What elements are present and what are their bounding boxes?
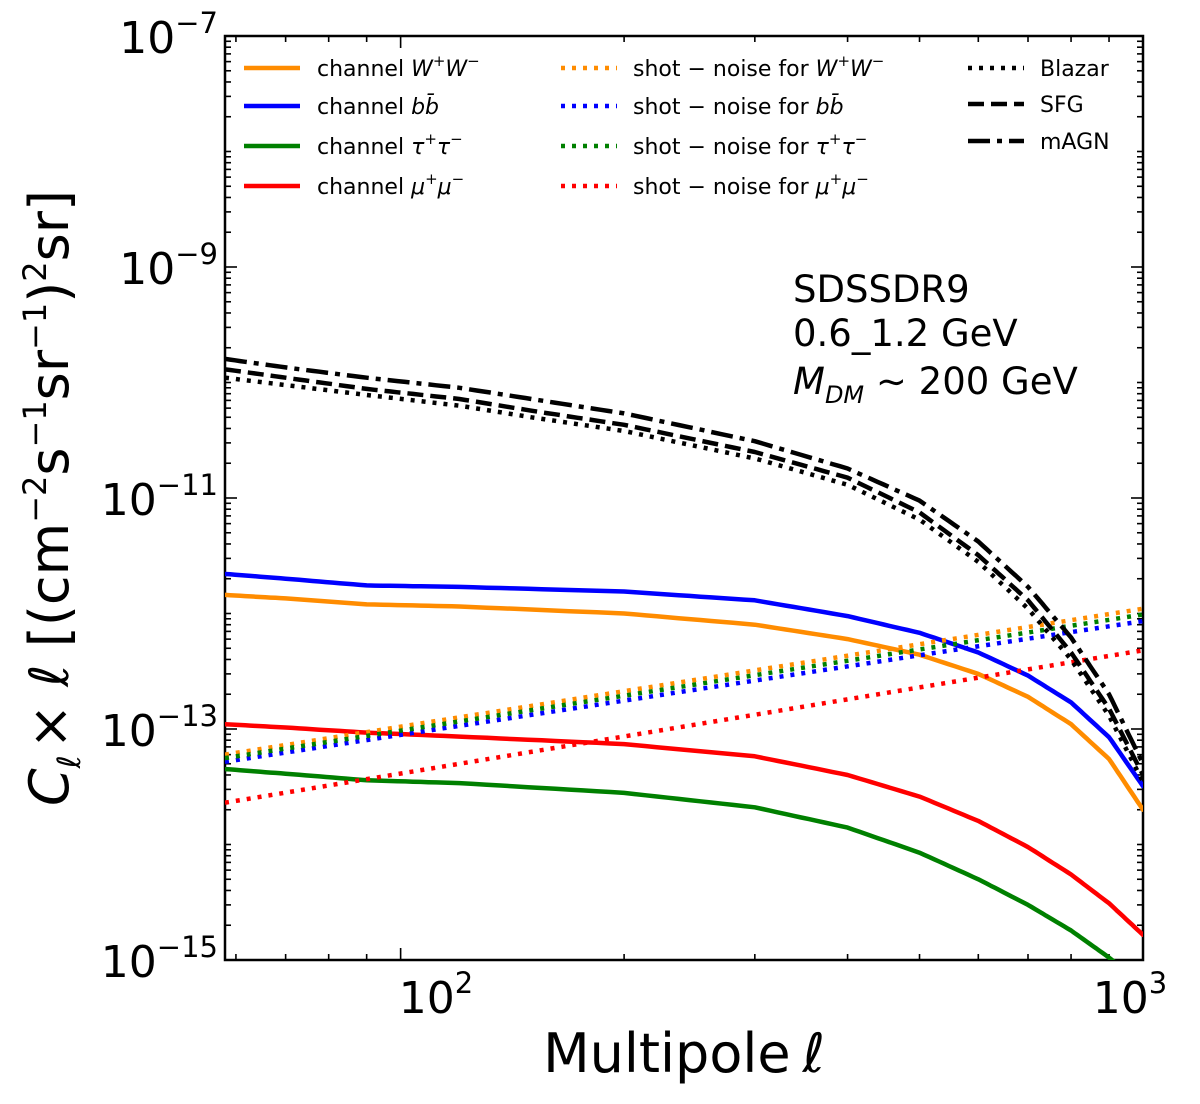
legend-label-shot-bb: shot − noise for bb̄: [633, 94, 844, 120]
tick-marks: [225, 35, 1144, 961]
annotation-line-2: 0.6_1.2 GeV: [793, 312, 1018, 355]
x-tick-label-100: 102: [399, 966, 473, 1024]
legend-label-shot-ww: shot − noise for W+W−: [633, 52, 884, 82]
legend-entry-ww: channel W+W−: [244, 52, 480, 82]
legend-entry-magn: mAGN: [968, 130, 1110, 155]
series-line-5: [225, 618, 1143, 765]
legend-label-shot-tautau: shot − noise for τ+τ−: [633, 130, 867, 160]
x-tick-labels: 102 103: [399, 966, 1167, 1024]
series-line-3: [225, 721, 1143, 938]
legend-entry-shot-ww: shot − noise for W+W−: [561, 52, 884, 82]
series-line-10: [225, 356, 1143, 765]
x-axis-title: Multipole ℓ: [543, 1022, 825, 1085]
legend-entry-shot-bb: shot − noise for bb̄: [561, 94, 844, 120]
legend: channel W+W− channel bb̄ channel τ+τ− ch…: [244, 52, 1110, 200]
legend-label-magn: mAGN: [1040, 130, 1110, 155]
legend-label-mumu: channel μ+μ−: [317, 170, 464, 200]
annotation-line-3: MDM ∼ 200 GeV: [793, 360, 1078, 409]
legend-entry-tautau: channel τ+τ−: [244, 130, 463, 160]
y-axis-title: Cℓ× ℓ [(cm−2s−1sr−1)2sr]: [16, 190, 88, 806]
y-tick-label-1e-13: 10−13: [101, 699, 218, 757]
series-line-0: [225, 592, 1143, 812]
series-line-4: [225, 606, 1143, 757]
legend-label-shot-mumu: shot − noise for μ+μ−: [633, 170, 869, 200]
legend-label-blazar: Blazar: [1040, 57, 1110, 82]
annotation-line-1: SDSSDR9: [793, 268, 970, 311]
y-tick-label-1e-15: 10−15: [101, 930, 218, 988]
x-tick-label-1000: 103: [1093, 966, 1167, 1024]
legend-entry-blazar: Blazar: [968, 57, 1110, 82]
y-tick-label-1e-11: 10−11: [101, 468, 218, 526]
series-line-8: [225, 375, 1143, 783]
legend-entry-sfg: SFG: [968, 93, 1084, 118]
legend-entry-bb: channel bb̄: [244, 94, 439, 120]
y-tick-label-1e-9: 10−9: [119, 237, 218, 295]
legend-label-tautau: channel τ+τ−: [317, 130, 463, 160]
series-line-6: [225, 612, 1143, 761]
series-line-1: [225, 571, 1143, 789]
series-line-9: [225, 367, 1143, 777]
legend-label-sfg: SFG: [1040, 93, 1084, 118]
legend-label-ww: channel W+W−: [317, 52, 480, 82]
y-tick-labels: 10−7 10−9 10−11 10−13 10−15: [101, 6, 218, 988]
legend-label-bb: channel bb̄: [317, 94, 439, 120]
legend-entry-mumu: channel μ+μ−: [244, 170, 464, 200]
series-line-2: [225, 766, 1116, 960]
y-tick-label-1e-7: 10−7: [119, 6, 218, 64]
annotation: SDSSDR9 0.6_1.2 GeV MDM ∼ 200 GeV: [793, 268, 1078, 409]
series-line-7: [225, 648, 1143, 805]
series-group: [225, 356, 1143, 960]
legend-entry-shot-mumu: shot − noise for μ+μ−: [561, 170, 869, 200]
legend-entry-shot-tautau: shot − noise for τ+τ−: [561, 130, 867, 160]
